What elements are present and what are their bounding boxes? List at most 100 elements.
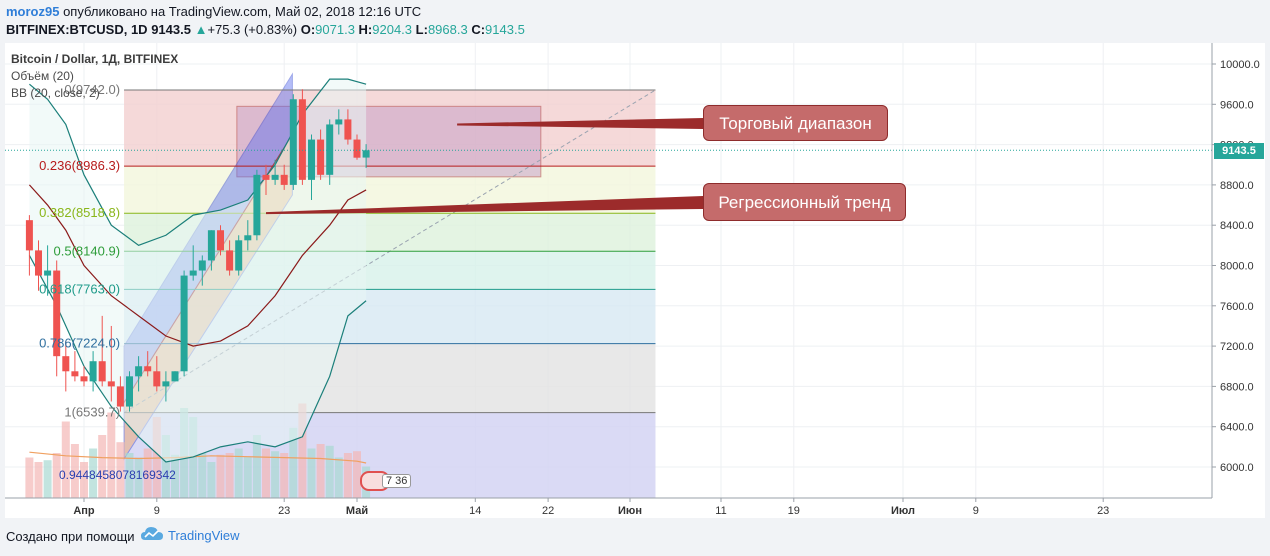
author-link[interactable]: moroz95 <box>6 4 60 19</box>
volume-bar <box>134 457 143 498</box>
chart-header: moroz95 опубликовано на TradingView.com,… <box>0 0 1270 42</box>
time-tick-label: 9 <box>973 505 979 517</box>
candle-body <box>98 361 106 382</box>
high-value: 9204.3 <box>372 22 413 37</box>
legend-title: Bitcoin / Dollar, 1Д, BITFINEX <box>11 52 179 66</box>
candle-body <box>153 371 161 387</box>
volume-bar <box>25 457 34 498</box>
tradingview-cloud-icon <box>141 527 163 540</box>
legend-volume[interactable]: Объём (20) <box>11 69 74 83</box>
tradingview-brand[interactable]: TradingView <box>168 527 240 543</box>
low-value: 8968.3 <box>427 22 468 37</box>
volume-bar <box>234 448 243 498</box>
regression-trend-arrow <box>266 196 703 215</box>
volume-bar <box>262 448 270 498</box>
volume-bar <box>353 451 361 498</box>
time-tick-label: 9 <box>154 505 160 517</box>
price-tick-label: 7200.0 <box>1220 341 1254 353</box>
price-value: 9143.5 <box>151 22 191 37</box>
price-tick-label: 9600.0 <box>1220 99 1254 111</box>
fib-level-label: 1(6539.7) <box>64 405 120 420</box>
low-label: L: <box>415 22 428 37</box>
last-price-label: 9143.5 <box>1214 143 1264 159</box>
bb-lower-line <box>28 255 367 463</box>
fib-level-label: 0.382(8518.8) <box>39 205 120 220</box>
volume-bar <box>252 435 261 498</box>
candle-body <box>180 275 188 372</box>
regression-trend-callout[interactable]: Регрессионный тренд <box>703 183 906 221</box>
tradingview-logo[interactable]: TradingView <box>140 526 240 544</box>
close-label: C: <box>471 22 486 37</box>
candle-body <box>280 174 288 185</box>
candle-body <box>80 376 88 382</box>
candle-body <box>326 124 334 175</box>
time-axis-bg <box>5 498 1265 518</box>
volume-bar <box>52 453 61 498</box>
price-tick-label: 7600.0 <box>1220 301 1254 313</box>
candle-body <box>126 376 133 407</box>
time-tick-label: 23 <box>278 505 290 517</box>
symbol-label: BITFINEX:BTCUSD, 1D <box>6 22 148 37</box>
volume-bar <box>225 453 234 498</box>
price-tick-label: 8000.0 <box>1220 261 1254 273</box>
candle-body <box>244 235 252 241</box>
price-tick-label: 6800.0 <box>1220 381 1254 393</box>
volume-bar <box>316 444 325 498</box>
close-value: 9143.5 <box>485 22 525 37</box>
candle-body <box>171 371 179 382</box>
time-tick-label: Июн <box>618 505 642 517</box>
bb-basis-line <box>28 184 367 347</box>
candle-body <box>71 371 79 377</box>
trading-range-callout[interactable]: Торговый диапазон <box>703 105 888 141</box>
volume-bar <box>161 435 170 498</box>
volume-bar <box>216 454 225 498</box>
legend-bb[interactable]: BB (20, close, 2) <box>11 86 100 100</box>
price-chart[interactable]: 0(9742.0) 0.236(8986.3) 0.382(8518.8) 0.5(8… <box>5 43 1265 518</box>
candle-body <box>344 119 352 140</box>
time-tick-label: 11 <box>715 505 726 517</box>
fib-level-label: 0.618(7763.0) <box>39 281 120 296</box>
volume-bar <box>307 448 316 498</box>
publish-line: moroz95 опубликовано на TradingView.com,… <box>6 4 421 19</box>
events-badge[interactable]: 7 36 <box>360 471 412 491</box>
candle-body <box>362 150 370 158</box>
quote-line: BITFINEX:BTCUSD, 1D 9143.5 ▲+75.3 (+0.83… <box>6 22 525 37</box>
fib-level-label: 0.786(7224.0) <box>39 336 120 351</box>
candle-body <box>271 174 279 180</box>
candle-body <box>144 366 152 372</box>
volume-bar <box>89 448 98 498</box>
volume-bar <box>98 435 107 498</box>
time-tick-label: 19 <box>788 505 800 517</box>
change-value: +75.3 (+0.83%) <box>207 22 298 37</box>
volume-bar <box>334 457 343 498</box>
candle-body <box>317 139 325 175</box>
overlays <box>5 118 1212 215</box>
candle-body <box>198 260 206 271</box>
volume-bar <box>116 442 125 498</box>
candle-body <box>353 139 361 158</box>
candle-body <box>253 174 261 236</box>
regression-trend-label: Регрессионный тренд <box>718 193 891 212</box>
volume-bar <box>298 403 307 498</box>
price-tick-label: 6400.0 <box>1220 422 1254 434</box>
candle-body <box>217 230 224 251</box>
price-tick-label: 6000.0 <box>1220 462 1254 474</box>
volume-value-label: 0.9448458078169342 <box>59 468 176 482</box>
bb-upper-line <box>29 78 367 247</box>
candle-body <box>207 230 215 261</box>
volume-bar <box>198 453 207 498</box>
fib-level-label: 0.5(8140.9) <box>54 243 121 258</box>
up-arrow-icon: ▲ <box>194 22 208 37</box>
fib-level-label: 0.236(8986.3) <box>39 158 120 173</box>
volume-bar <box>343 453 352 498</box>
candle-body <box>226 250 234 271</box>
volume-bars <box>25 403 371 498</box>
events-count: 7 36 <box>382 474 412 488</box>
open-label: O: <box>300 22 316 37</box>
candle-body <box>289 99 297 185</box>
chart-panel[interactable]: 0(9742.0) 0.236(8986.3) 0.382(8518.8) 0.5(8… <box>5 43 1265 518</box>
candle-body <box>35 250 42 276</box>
fib-level-label: 0(9742.0) <box>64 82 120 97</box>
candle-body <box>135 366 143 377</box>
time-tick-label: 22 <box>542 505 554 517</box>
